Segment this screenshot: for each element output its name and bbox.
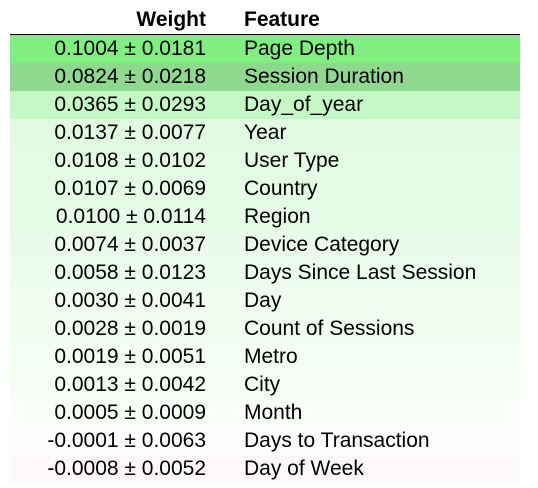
table-row: 0.0028 ± 0.0019 Count of Sessions <box>10 315 520 343</box>
row-spacer <box>212 399 240 427</box>
row-spacer <box>212 287 240 315</box>
weight-cell: 0.0824 ± 0.0218 <box>54 65 206 88</box>
feature-cell: User Type <box>244 149 340 172</box>
table-row: -0.0008 ± 0.0052 Day of Week <box>10 455 520 483</box>
weight-cell: 0.0365 ± 0.0293 <box>54 93 206 116</box>
row-spacer <box>212 231 240 259</box>
row-spacer <box>212 91 240 119</box>
weight-cell: 0.0030 ± 0.0041 <box>54 289 206 312</box>
row-spacer <box>212 371 240 399</box>
table-header-row: Weight Feature <box>10 6 520 35</box>
feature-cell: Month <box>244 401 303 424</box>
table-row: 0.0824 ± 0.0218 Session Duration <box>10 63 520 91</box>
row-spacer <box>212 343 240 371</box>
weight-cell: 0.0074 ± 0.0037 <box>54 233 206 256</box>
table-row: 0.0100 ± 0.0114 Region <box>10 203 520 231</box>
table-row: 0.0137 ± 0.0077 Year <box>10 119 520 147</box>
weights-table-container: Weight Feature 0.1004 ± 0.0181 Page Depth… <box>10 6 520 483</box>
table-row: 0.0074 ± 0.0037 Device Category <box>10 231 520 259</box>
feature-cell: Country <box>244 177 318 200</box>
feature-cell: Year <box>244 121 287 144</box>
feature-cell: Days Since Last Session <box>244 261 477 284</box>
feature-cell: Day <box>244 289 282 312</box>
feature-cell: Metro <box>244 345 298 368</box>
weight-cell: 0.0013 ± 0.0042 <box>54 373 206 396</box>
row-spacer <box>212 427 240 455</box>
row-spacer <box>212 455 240 483</box>
row-spacer <box>212 147 240 175</box>
table-row: 0.0365 ± 0.0293 Day_of_year <box>10 91 520 119</box>
weight-cell: 0.0058 ± 0.0123 <box>54 261 206 284</box>
weight-cell: 0.1004 ± 0.0181 <box>54 37 206 60</box>
row-spacer <box>212 119 240 147</box>
feature-cell: Region <box>244 205 311 228</box>
row-spacer <box>212 175 240 203</box>
weight-cell: 0.0019 ± 0.0051 <box>54 345 206 368</box>
row-spacer <box>212 63 240 91</box>
row-spacer <box>212 259 240 287</box>
table-row: 0.0019 ± 0.0051 Metro <box>10 343 520 371</box>
feature-cell: Session Duration <box>244 65 404 88</box>
table-body: 0.1004 ± 0.0181 Page Depth 0.0824 ± 0.0218… <box>10 34 520 483</box>
feature-cell: Device Category <box>244 233 400 256</box>
table-row: -0.0001 ± 0.0063 Days to Transaction <box>10 427 520 455</box>
feature-cell: Day of Week <box>244 457 364 480</box>
row-spacer <box>212 203 240 231</box>
feature-column-header: Feature <box>240 6 520 35</box>
table-row: 0.0013 ± 0.0042 City <box>10 371 520 399</box>
weight-cell: -0.0008 ± 0.0052 <box>47 457 206 480</box>
weight-cell: 0.0028 ± 0.0019 <box>54 317 206 340</box>
weight-cell: -0.0001 ± 0.0063 <box>47 429 206 452</box>
table-row: 0.0107 ± 0.0069 Country <box>10 175 520 203</box>
weight-cell: 0.0005 ± 0.0009 <box>54 401 206 424</box>
feature-cell: Days to Transaction <box>244 429 430 452</box>
table-row: 0.0058 ± 0.0123 Days Since Last Session <box>10 259 520 287</box>
weight-cell: 0.0108 ± 0.0102 <box>54 149 206 172</box>
feature-cell: Count of Sessions <box>244 317 415 340</box>
table-row: 0.0030 ± 0.0041 Day <box>10 287 520 315</box>
weight-cell: 0.0100 ± 0.0114 <box>55 205 206 228</box>
weight-cell: 0.0137 ± 0.0077 <box>54 121 206 144</box>
table-row: 0.0005 ± 0.0009 Month <box>10 399 520 427</box>
feature-cell: Day_of_year <box>244 93 364 116</box>
weight-cell: 0.0107 ± 0.0069 <box>54 177 206 200</box>
table-row: 0.0108 ± 0.0102 User Type <box>10 147 520 175</box>
feature-weights-table: Weight Feature 0.1004 ± 0.0181 Page Depth… <box>10 6 520 483</box>
table-row: 0.1004 ± 0.0181 Page Depth <box>10 34 520 64</box>
row-spacer <box>212 315 240 343</box>
feature-cell: Page Depth <box>244 37 355 60</box>
weight-column-header: Weight <box>10 6 212 35</box>
header-spacer <box>212 6 240 35</box>
row-spacer <box>212 35 240 64</box>
feature-cell: City <box>244 373 281 396</box>
